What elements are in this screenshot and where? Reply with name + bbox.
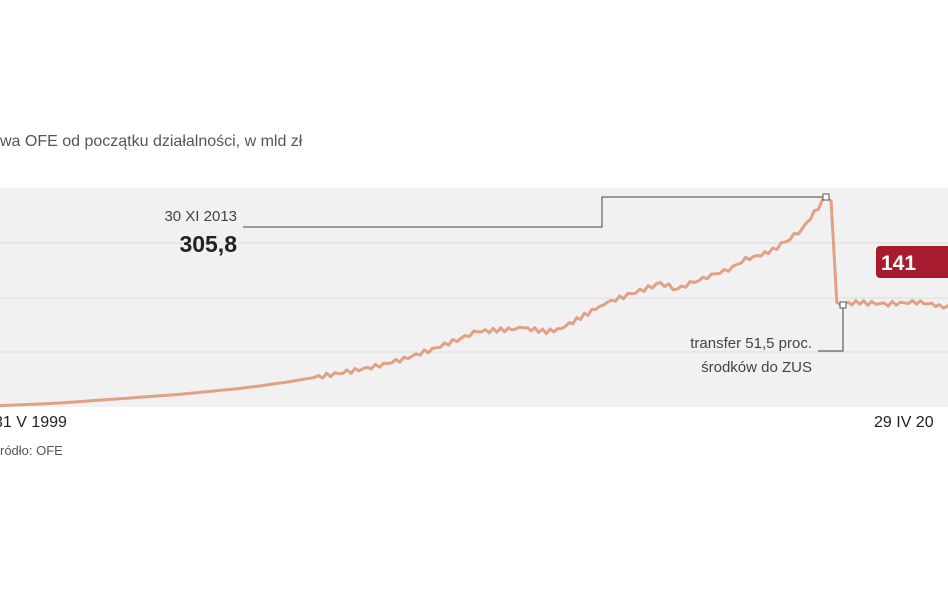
peak-date-label: 30 XI 2013 — [164, 208, 237, 225]
series-layer — [0, 195, 948, 408]
source-note: ródło: OFE — [0, 443, 63, 458]
transfer-leader-line — [818, 305, 844, 352]
transfer-label-line1: transfer 51,5 proc. — [690, 335, 812, 352]
last-value-label: 141 — [881, 252, 916, 275]
series-line — [0, 195, 948, 408]
transfer-label-line2: środków do ZUS — [701, 359, 812, 376]
x-tick-start: 31 V 1999 — [0, 414, 67, 431]
badge-background — [876, 246, 948, 278]
transfer-marker — [839, 301, 847, 309]
peak-marker — [822, 193, 830, 201]
peak-leader-line — [243, 196, 826, 228]
peak-value-label: 305,8 — [179, 231, 237, 257]
last-value-badge: 141 — [876, 246, 948, 278]
x-tick-end: 29 IV 20 — [874, 414, 934, 431]
grid-lines — [0, 242, 948, 353]
chart-subtitle: wa OFE od początku działalności, w mld z… — [0, 133, 303, 150]
